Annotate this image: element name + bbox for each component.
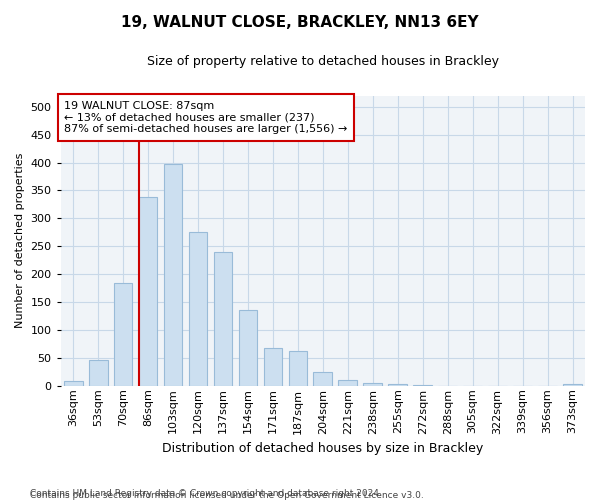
Bar <box>114 282 133 386</box>
Bar <box>563 384 582 386</box>
Text: Contains public sector information licensed under the Open Government Licence v3: Contains public sector information licen… <box>30 491 424 500</box>
Bar <box>364 383 382 386</box>
Bar <box>388 384 407 386</box>
Bar <box>139 197 157 386</box>
Bar <box>338 380 357 386</box>
Bar <box>413 384 432 386</box>
Bar <box>313 372 332 386</box>
Text: 19 WALNUT CLOSE: 87sqm
← 13% of detached houses are smaller (237)
87% of semi-de: 19 WALNUT CLOSE: 87sqm ← 13% of detached… <box>64 101 348 134</box>
Bar <box>164 164 182 386</box>
Bar <box>239 310 257 386</box>
X-axis label: Distribution of detached houses by size in Brackley: Distribution of detached houses by size … <box>162 442 484 455</box>
Text: Contains HM Land Registry data © Crown copyright and database right 2024.: Contains HM Land Registry data © Crown c… <box>30 488 382 498</box>
Title: Size of property relative to detached houses in Brackley: Size of property relative to detached ho… <box>147 55 499 68</box>
Y-axis label: Number of detached properties: Number of detached properties <box>15 153 25 328</box>
Bar <box>214 252 232 386</box>
Bar <box>64 382 83 386</box>
Bar <box>188 232 208 386</box>
Text: 19, WALNUT CLOSE, BRACKLEY, NN13 6EY: 19, WALNUT CLOSE, BRACKLEY, NN13 6EY <box>121 15 479 30</box>
Bar <box>289 351 307 386</box>
Bar <box>263 348 282 386</box>
Bar <box>89 360 107 386</box>
